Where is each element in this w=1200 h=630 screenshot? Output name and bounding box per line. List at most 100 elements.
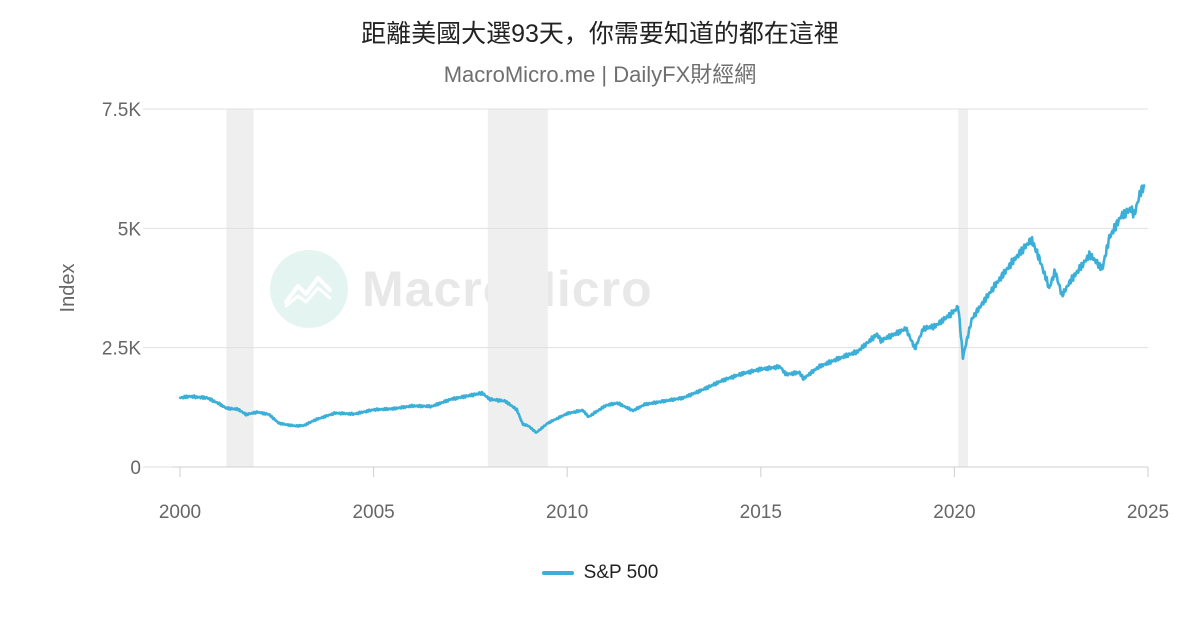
data-point <box>430 405 433 408</box>
data-point <box>1142 184 1146 187</box>
data-point <box>256 410 259 414</box>
data-point <box>314 418 317 421</box>
data-point <box>904 327 908 330</box>
data-point <box>488 398 491 401</box>
x-tick-label: 2010 <box>546 502 588 523</box>
data-point <box>913 347 917 350</box>
data-point <box>527 424 530 428</box>
y-tick-label: 7.5K <box>102 100 141 121</box>
data-point <box>1038 258 1041 261</box>
data-point <box>875 333 879 336</box>
data-point <box>759 367 762 371</box>
data-point <box>631 409 635 412</box>
x-tick-label: 2020 <box>933 502 975 523</box>
data-point <box>277 421 280 425</box>
data-point <box>535 431 538 434</box>
y-axis-ticks: 0 2.5K 5K 7.5K <box>102 100 141 479</box>
data-point <box>1088 253 1092 256</box>
data-point <box>1108 236 1111 240</box>
x-tick-label: 2000 <box>159 502 201 523</box>
data-point <box>643 403 646 406</box>
data-point <box>856 350 859 353</box>
x-tick-label: 2015 <box>740 502 782 523</box>
shaded-period-2 <box>958 109 968 467</box>
data-point <box>895 332 898 335</box>
data-point <box>798 371 801 374</box>
data-point <box>740 372 743 376</box>
x-axis: 2000 2005 2010 2015 2020 2025 <box>159 466 1169 523</box>
data-point <box>480 391 484 395</box>
data-point <box>178 396 182 399</box>
data-point <box>933 324 937 328</box>
data-point <box>287 423 290 427</box>
data-point <box>302 424 306 427</box>
data-point <box>515 408 519 411</box>
data-point <box>188 395 191 398</box>
chart-title: 距離美國大選93天，你需要知道的都在這裡 <box>361 20 839 48</box>
data-point <box>546 421 550 425</box>
data-point <box>817 365 821 368</box>
legend-label-sp500: S&P 500 <box>583 562 659 583</box>
data-point <box>353 412 356 416</box>
data-point <box>957 305 960 309</box>
data-point <box>521 422 524 426</box>
data-point <box>372 408 375 411</box>
data-point <box>449 398 453 401</box>
gridlines <box>143 108 1148 468</box>
data-point <box>217 402 220 405</box>
data-point <box>980 303 983 306</box>
data-point <box>970 317 974 321</box>
legend[interactable]: S&P 500 <box>0 562 1200 584</box>
shaded-period-1 <box>487 109 548 467</box>
data-point <box>244 413 248 416</box>
data-point <box>587 415 590 419</box>
data-point <box>294 424 298 428</box>
series-line-sp500 <box>179 184 1146 434</box>
data-point <box>879 339 883 342</box>
data-point <box>778 365 782 368</box>
data-point <box>1129 208 1132 211</box>
data-point <box>701 388 704 391</box>
data-point <box>469 394 472 397</box>
data-point <box>1030 238 1033 241</box>
data-point <box>604 404 608 407</box>
x-tick-label: 2025 <box>1127 502 1169 523</box>
data-point <box>1053 270 1057 273</box>
x-tick-label: 2005 <box>352 502 394 523</box>
data-point <box>566 412 569 415</box>
y-tick-label: 0 <box>130 458 141 479</box>
data-point <box>1133 212 1136 216</box>
chart-subtitle: MacroMicro.me | DailyFX財經網 <box>443 62 757 87</box>
data-point <box>1048 286 1051 290</box>
legend-swatch-sp500 <box>541 571 574 575</box>
data-point <box>581 408 584 412</box>
data-point <box>267 413 271 416</box>
data-point <box>1069 279 1072 283</box>
macromicro-logo-icon <box>270 250 348 328</box>
data-point <box>837 357 840 360</box>
data-point <box>1139 191 1142 194</box>
data-point <box>720 379 724 382</box>
data-point <box>411 404 414 408</box>
data-point <box>991 286 995 290</box>
data-point <box>504 399 507 403</box>
data-point <box>205 396 209 399</box>
data-point <box>1119 215 1123 218</box>
data-point <box>333 411 337 415</box>
data-point <box>802 377 805 380</box>
series-layer <box>178 184 1146 434</box>
data-point <box>616 401 619 405</box>
data-point <box>1011 260 1014 263</box>
y-tick-label: 2.5K <box>102 339 141 360</box>
data-point <box>391 407 395 410</box>
data-point <box>1060 293 1064 297</box>
data-point <box>784 373 788 376</box>
data-point <box>961 356 965 359</box>
data-point <box>922 327 925 330</box>
data-point <box>1101 267 1104 271</box>
y-tick-label: 5K <box>118 219 142 240</box>
data-point <box>662 399 666 403</box>
data-point <box>949 313 952 316</box>
data-point <box>682 396 685 399</box>
